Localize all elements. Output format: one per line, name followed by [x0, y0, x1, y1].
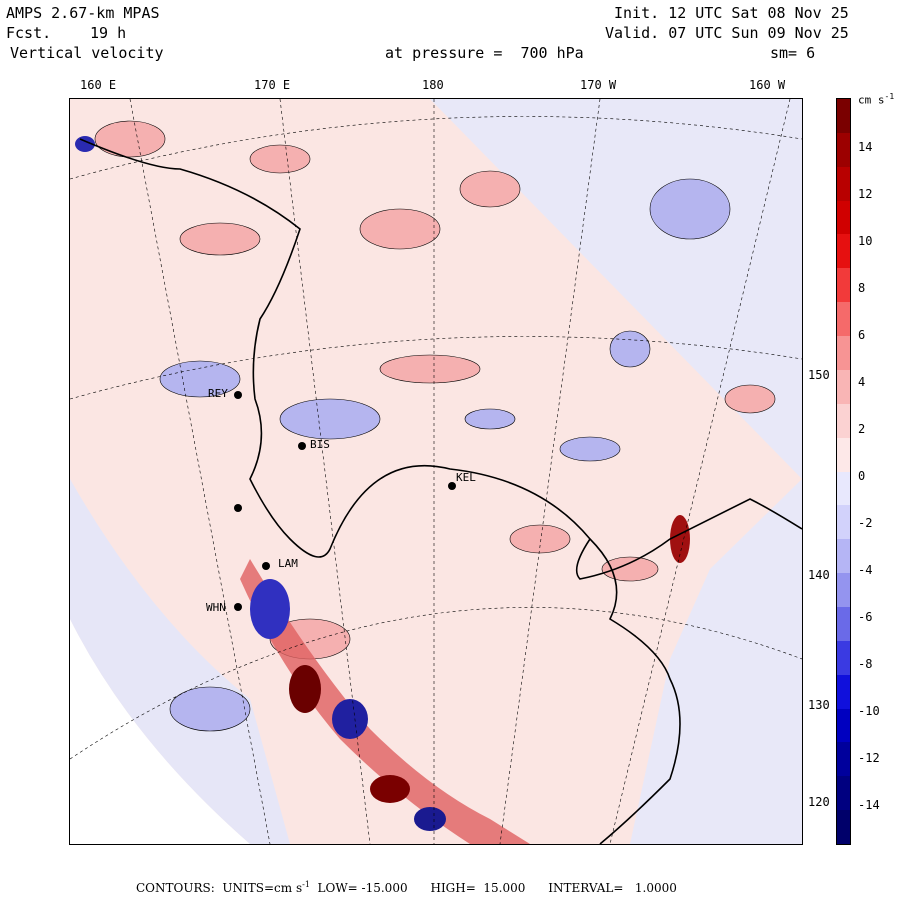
- map-canvas: [70, 99, 802, 844]
- station-rey: REY: [208, 387, 228, 400]
- colorbar: [836, 98, 851, 845]
- colorbar-label: 6: [858, 328, 866, 342]
- colorbar-label: -2: [858, 516, 873, 530]
- station-bis: BIS: [310, 438, 330, 451]
- colorbar-segment: [837, 708, 850, 743]
- forecast-label: Fcst.: [6, 24, 52, 42]
- ocean-region: [430, 99, 802, 844]
- vertical-velocity-map: REY BIS LAM WHN KEL: [69, 98, 803, 845]
- colorbar-units: cm s-1: [858, 92, 895, 107]
- colorbar-label: 14: [858, 140, 873, 154]
- colorbar-segment: [837, 776, 850, 811]
- coastline: [79, 138, 802, 580]
- colorbar-segment: [837, 606, 850, 642]
- blue-cells: [159, 178, 731, 732]
- colorbar-segment: [837, 505, 850, 540]
- colorbar-segment: [837, 336, 850, 371]
- lon-label-170e: 170 E: [254, 78, 291, 92]
- colorbar-label: 0: [858, 469, 866, 483]
- colorbar-segment: [837, 99, 850, 134]
- colorbar-segment: [837, 539, 850, 574]
- lon-label-160e: 160 E: [80, 78, 117, 92]
- colorbar-segment: [837, 437, 850, 472]
- colorbar-label: -4: [858, 563, 873, 577]
- colorbar-segment: [837, 132, 850, 168]
- colorbar-segment: [837, 471, 850, 506]
- colorbar-label: 8: [858, 281, 866, 295]
- colorbar-label: 4: [858, 375, 866, 389]
- pressure-level: at pressure = 700 hPa: [385, 44, 584, 62]
- valid-time: Valid. 07 UTC Sun 09 Nov 25: [605, 24, 849, 42]
- colorbar-segment: [837, 369, 850, 405]
- station-whn: WHN: [206, 601, 226, 614]
- field-name: Vertical velocity: [10, 44, 164, 62]
- colorbar-label: -12: [858, 751, 880, 765]
- colorbar-segment: [837, 573, 850, 608]
- colorbar-segment: [837, 166, 850, 202]
- model-title: AMPS 2.67-km MPAS: [6, 4, 160, 22]
- strong-cells: [75, 136, 690, 844]
- colorbar-segment: [837, 742, 850, 777]
- station-kel: KEL: [456, 471, 476, 484]
- colorbar-label: 12: [858, 187, 873, 201]
- colorbar-segment: [837, 234, 850, 269]
- colorbar-label: -8: [858, 657, 873, 671]
- init-time: Init. 12 UTC Sat 08 Nov 25: [614, 4, 849, 22]
- colorbar-segment: [837, 640, 850, 676]
- forecast-hour: 19 h: [90, 24, 127, 42]
- colorbar-label: 2: [858, 422, 866, 436]
- colorbar-segment: [837, 200, 850, 235]
- lon-label-170w: 170 W: [580, 78, 617, 92]
- colorbar-label: -6: [858, 610, 873, 624]
- colorbar-segment: [837, 810, 850, 845]
- lon-label-180: 180: [422, 78, 444, 92]
- colorbar-label: 10: [858, 234, 873, 248]
- lon-label-160w: 160 W: [749, 78, 786, 92]
- red-cells: [94, 120, 776, 660]
- contour-info: CONTOURS: UNITS=cm s-1 LOW= -15.000 HIGH…: [136, 880, 677, 895]
- off-domain-corner: [70, 619, 250, 844]
- colorbar-segment: [837, 403, 850, 439]
- ice-shelf-boundary: [589, 538, 681, 844]
- colorbar-segment: [837, 674, 850, 710]
- graticule: [70, 99, 802, 844]
- colorbar-segment: [837, 268, 850, 303]
- colorbar-label: -14: [858, 798, 880, 812]
- smoothing: sm= 6: [770, 44, 816, 62]
- colorbar-label: -10: [858, 704, 880, 718]
- colorbar-segment: [837, 302, 850, 337]
- station-markers: [234, 391, 456, 611]
- blue-band-west: [70, 479, 290, 844]
- station-lam: LAM: [278, 557, 298, 570]
